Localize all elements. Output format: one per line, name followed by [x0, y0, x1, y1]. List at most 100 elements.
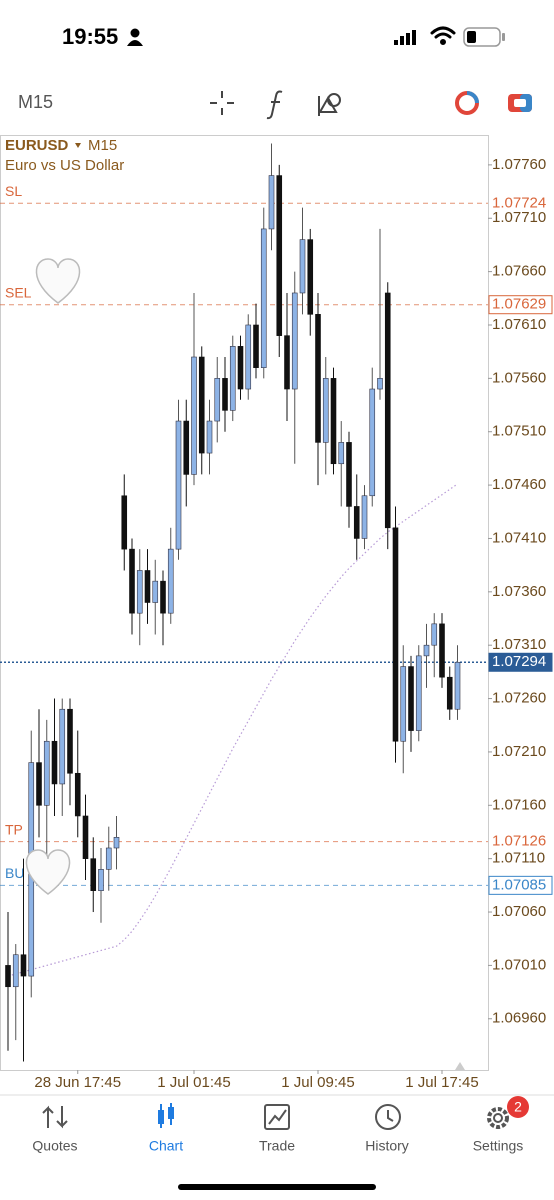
candle-body — [237, 346, 244, 390]
timeframe-button[interactable]: M15 — [18, 92, 53, 112]
level-value: 1.07629 — [492, 296, 546, 313]
trade-icon — [264, 1104, 290, 1130]
candle-body — [59, 708, 66, 785]
candle-body — [353, 506, 360, 539]
y-tick-label: 1.07360 — [492, 583, 546, 600]
candle-body — [299, 239, 306, 294]
heart-sticker — [25, 849, 71, 895]
clock: 19:55 — [62, 24, 118, 49]
candle-body — [315, 314, 321, 443]
tab-label[interactable]: Quotes — [32, 1138, 77, 1154]
y-tick-label: 1.07660 — [492, 263, 546, 280]
x-tick-label: 1 Jul 09:45 — [281, 1074, 354, 1091]
battery-icon — [463, 27, 505, 47]
wifi-icon — [430, 26, 456, 45]
tab-bar: Quotes Chart Trade History Settings 2 — [32, 1096, 529, 1154]
y-tick-label: 1.07160 — [492, 796, 546, 813]
candle-body — [113, 837, 120, 849]
candle-body — [51, 740, 58, 785]
objects-button[interactable] — [318, 93, 341, 116]
chart-timeframe: M15 — [88, 137, 117, 154]
level-label: BU — [5, 865, 24, 881]
level-tag — [488, 875, 553, 895]
y-tick-label: 1.07760 — [492, 156, 546, 173]
candle-body — [346, 442, 352, 507]
y-tick-label: 1.07460 — [492, 476, 546, 493]
symbol-description: Euro vs US Dollar — [5, 157, 124, 174]
candle-body — [431, 623, 438, 646]
candle-body — [229, 346, 236, 411]
signal-icon — [394, 30, 416, 45]
candle-body — [5, 965, 11, 988]
candle-body — [423, 644, 430, 657]
level-value: 1.07724 — [492, 194, 546, 211]
candle-body — [392, 527, 399, 742]
badge-count: 2 — [514, 1099, 522, 1115]
level-value: 1.07294 — [492, 653, 546, 670]
candle-body — [160, 580, 166, 614]
candle-body — [136, 570, 143, 614]
candle-body — [361, 495, 368, 539]
candle-body — [384, 292, 391, 529]
candle-body — [284, 335, 290, 390]
y-tick-label: 1.07210 — [492, 743, 546, 760]
candle-body — [276, 175, 283, 336]
y-tick-label: 1.07060 — [492, 903, 546, 920]
candle-body — [90, 858, 97, 891]
candle-body — [183, 420, 190, 475]
tab-label[interactable]: Settings — [473, 1138, 524, 1154]
scroll-marker — [455, 1062, 465, 1070]
y-tick-label: 1.07010 — [492, 956, 546, 973]
candle-body — [36, 762, 42, 806]
candle-body — [446, 676, 453, 710]
candle-body — [12, 954, 19, 988]
level-tag — [488, 295, 553, 315]
y-tick-label: 1.07310 — [492, 636, 546, 653]
y-tick-label: 1.07560 — [492, 369, 546, 386]
one-click-button[interactable] — [508, 94, 532, 112]
candle-body — [67, 708, 73, 774]
level-tag — [488, 652, 553, 672]
tab-label[interactable]: Chart — [149, 1138, 183, 1154]
candle-body — [191, 356, 197, 475]
candle-body — [377, 378, 383, 390]
candle-body — [454, 661, 461, 710]
y-tick-label: 1.06960 — [492, 1010, 546, 1027]
symbol-dropdown[interactable] — [75, 143, 81, 148]
level-value: 1.07085 — [492, 876, 546, 893]
moving-average — [7, 483, 458, 977]
quotes-icon — [42, 1105, 68, 1129]
tab-label[interactable]: History — [365, 1138, 409, 1154]
candle-body — [253, 324, 259, 368]
history-icon — [375, 1104, 401, 1130]
chart-icon — [158, 1103, 174, 1128]
badge — [507, 1096, 529, 1118]
candle-body — [82, 815, 89, 859]
candle-body — [152, 580, 159, 603]
y-tick-label: 1.07510 — [492, 423, 546, 440]
candle-body — [20, 954, 27, 977]
candle-body — [74, 772, 81, 817]
trade-signals-button[interactable] — [455, 91, 479, 115]
tab-label[interactable]: Trade — [259, 1138, 295, 1154]
level-label: SEL — [5, 284, 32, 300]
candle-body — [415, 655, 422, 731]
chart: 1.06960 1.07010 1.07060 1.07110 1.07160 1.072… — [0, 143, 553, 1091]
x-tick-label: 1 Jul 17:45 — [405, 1074, 478, 1091]
candle-body — [144, 570, 151, 603]
candle-body — [291, 292, 298, 390]
candle-body — [307, 239, 314, 315]
candle-body — [222, 378, 228, 411]
indicators-button[interactable] — [266, 90, 283, 120]
y-tick-label: 1.07410 — [492, 529, 546, 546]
candle-body — [43, 740, 50, 806]
crosshair-button[interactable] — [210, 91, 234, 115]
settings-icon — [487, 1107, 509, 1129]
candle-body — [98, 869, 104, 891]
y-tick-label: 1.07710 — [492, 209, 546, 226]
symbol[interactable]: EURUSD — [5, 137, 69, 154]
level-label: SL — [5, 183, 22, 199]
home-indicator — [178, 1184, 376, 1190]
